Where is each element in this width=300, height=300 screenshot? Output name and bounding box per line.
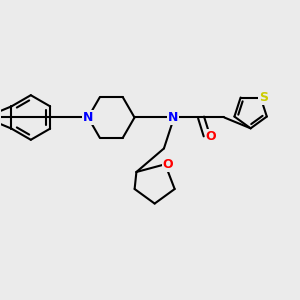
Text: S: S: [259, 91, 268, 104]
Text: O: O: [162, 158, 173, 171]
Text: N: N: [168, 111, 178, 124]
Text: O: O: [206, 130, 216, 143]
Text: N: N: [83, 111, 93, 124]
